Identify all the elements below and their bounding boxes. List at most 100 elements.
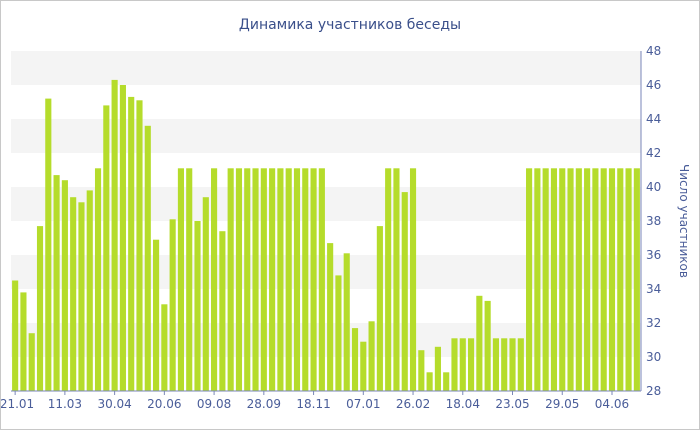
y-tick-label: 28 <box>646 384 661 398</box>
bar <box>53 175 60 391</box>
bar <box>103 105 110 392</box>
bar <box>459 338 466 391</box>
x-tick-label: 04.06 <box>595 397 629 411</box>
bar <box>409 168 417 391</box>
x-tick-labels: 21.01 11.03 30.04 20.06 09.08 28.09 18.11 07.01… <box>1 391 629 411</box>
bar <box>285 168 292 391</box>
grid-band <box>11 51 641 85</box>
bar <box>94 168 102 391</box>
bar <box>12 280 19 391</box>
bar <box>617 168 624 391</box>
bar <box>376 226 383 391</box>
bar <box>310 168 317 391</box>
bar <box>186 168 193 391</box>
bar <box>592 168 599 391</box>
bar <box>567 168 574 391</box>
bar <box>136 100 143 392</box>
bar <box>385 168 392 391</box>
bar <box>443 372 450 391</box>
bar <box>20 292 27 391</box>
bar <box>542 168 549 391</box>
y-tick-label: 48 <box>646 44 661 58</box>
bar <box>335 275 342 391</box>
bar <box>269 168 276 391</box>
bar <box>111 79 118 392</box>
x-tick-label: 30.04 <box>97 397 131 411</box>
bars <box>12 79 640 392</box>
x-tick-label: 09.08 <box>197 397 231 411</box>
y-axis-label: Число участников <box>677 164 691 278</box>
bar <box>169 219 176 391</box>
x-tick-label: 11.03 <box>48 397 82 411</box>
bar <box>526 168 533 391</box>
y-tick-label: 32 <box>646 316 661 330</box>
bar <box>360 341 367 391</box>
x-tick-label: 21.01 <box>1 397 34 411</box>
bar <box>260 168 267 391</box>
bar <box>492 338 499 391</box>
y-tick-label: 38 <box>646 214 661 228</box>
bar <box>393 168 400 391</box>
bar <box>401 192 408 391</box>
bar <box>61 180 68 391</box>
bar <box>161 304 168 391</box>
bar <box>426 372 433 391</box>
bar <box>128 96 135 392</box>
bar <box>509 338 516 391</box>
bar <box>608 168 616 391</box>
bar <box>559 168 566 391</box>
x-tick-label: 18.11 <box>296 397 330 411</box>
x-tick-label: 18.04 <box>446 397 480 411</box>
bar <box>86 190 93 391</box>
bar <box>36 226 44 391</box>
y-tick-label: 44 <box>646 112 661 126</box>
bar <box>550 168 558 391</box>
bar <box>351 328 359 391</box>
x-tick-label: 23.05 <box>495 397 529 411</box>
bar <box>484 300 491 391</box>
bar <box>368 321 375 391</box>
y-tick-label: 46 <box>646 78 661 92</box>
bar <box>78 202 85 391</box>
x-tick-label: 20.06 <box>147 397 181 411</box>
chart-title: Динамика участников беседы <box>239 17 461 33</box>
x-tick-label: 07.01 <box>346 397 380 411</box>
y-tick-label: 40 <box>646 180 661 194</box>
bar <box>302 168 309 391</box>
bar <box>327 243 334 391</box>
bar <box>584 168 591 391</box>
bar <box>153 239 160 391</box>
bar <box>451 338 458 391</box>
bar <box>70 197 77 391</box>
bar <box>318 168 325 391</box>
bar <box>293 168 301 391</box>
y-tick-labels: 28 30 32 34 36 38 40 42 44 46 48 <box>646 44 661 398</box>
y-tick-label: 30 <box>646 350 661 364</box>
bar <box>28 333 35 391</box>
bar <box>45 98 52 391</box>
bar <box>194 221 201 391</box>
y-tick-label: 36 <box>646 248 661 262</box>
bar <box>575 168 582 391</box>
bar <box>227 168 234 391</box>
y-tick-label: 42 <box>646 146 661 160</box>
y-tick-label: 34 <box>646 282 661 296</box>
bar <box>277 168 284 391</box>
x-tick-label: 28.09 <box>247 397 281 411</box>
bar <box>235 168 243 391</box>
bar <box>177 168 184 391</box>
bar <box>252 168 259 391</box>
bar <box>476 295 483 391</box>
bar <box>434 346 441 391</box>
bar <box>144 125 151 392</box>
bar <box>501 338 508 391</box>
bar <box>119 85 126 391</box>
bar <box>600 168 607 391</box>
bar <box>219 231 226 391</box>
bar <box>625 168 632 391</box>
bar <box>244 168 251 391</box>
x-tick-label: 29.05 <box>545 397 579 411</box>
x-tick-label: 26.02 <box>396 397 430 411</box>
